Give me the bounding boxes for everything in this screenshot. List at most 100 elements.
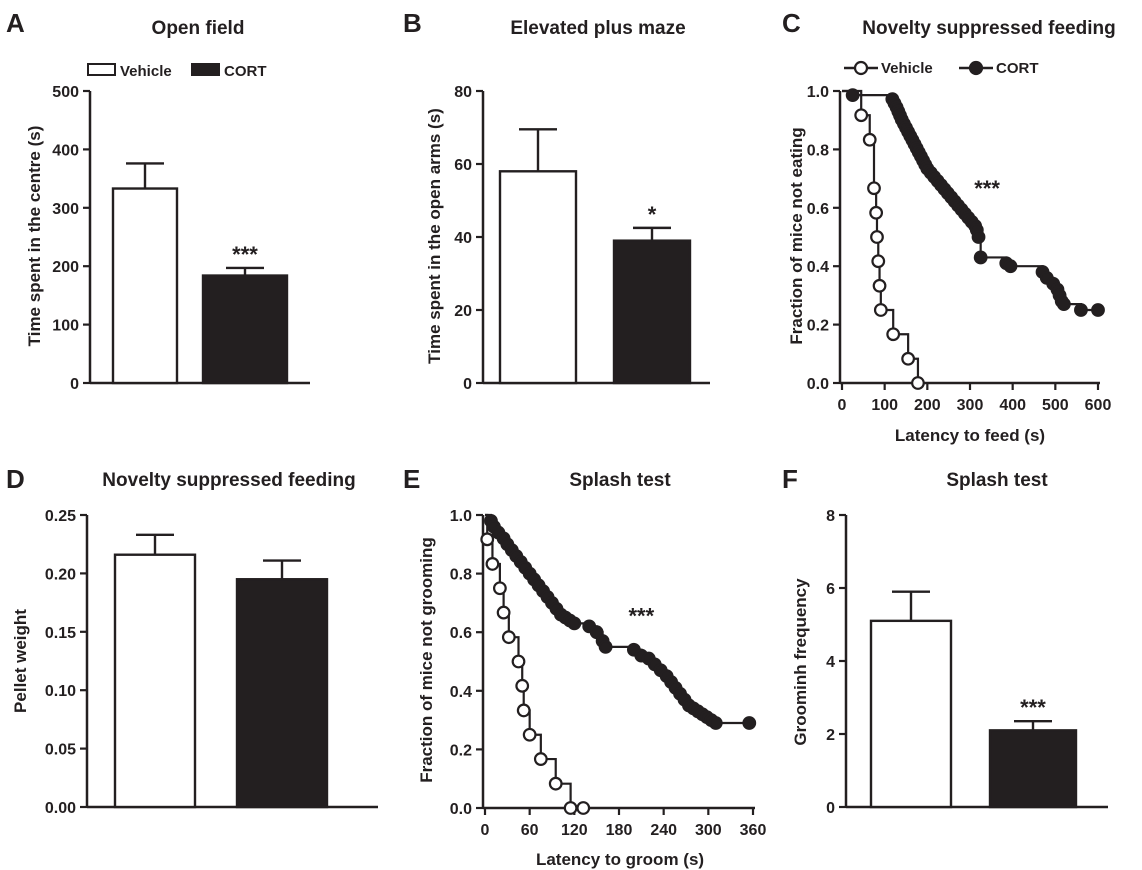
- panel-label-a: A: [6, 8, 25, 38]
- x-axis-label-e: Latency to groom (s): [536, 850, 704, 869]
- x-tick-label-c: 200: [914, 397, 941, 414]
- y-axis-label-a: Time spent in the centre (s): [25, 126, 44, 347]
- y-tick-label-f: 6: [826, 581, 835, 598]
- data-point-e-vehicle: [511, 654, 526, 669]
- data-point-c-vehicle: [854, 108, 869, 123]
- data-point-c-cort: [845, 88, 860, 102]
- y-axis-label-e: Fraction of mice not grooming: [417, 537, 436, 783]
- bar-f-vehicle: [869, 619, 953, 809]
- significance-mark-a: ***: [232, 242, 258, 267]
- legend-swatch-cort: [191, 63, 220, 76]
- y-tick-label-a: 100: [52, 318, 79, 335]
- y-axis-label-f: Groominh frequency: [791, 578, 810, 746]
- y-tick-label-d: 0.15: [45, 625, 76, 642]
- data-point-e-vehicle: [485, 557, 500, 571]
- y-tick-label-b: 20: [454, 303, 472, 320]
- y-tick-label-f: 0: [826, 800, 835, 817]
- y-tick-label-c: 0.2: [807, 318, 829, 335]
- data-point-c-cort: [973, 250, 988, 265]
- data-point-c-vehicle: [872, 278, 887, 293]
- chart-title-e: Splash test: [569, 470, 671, 491]
- y-tick-label-a: 400: [52, 142, 79, 159]
- chart-title-d: Novelty suppressed feeding: [102, 470, 355, 491]
- data-point-c-cort: [1003, 259, 1018, 274]
- y-tick-label-e: 0.0: [450, 801, 472, 818]
- y-tick-label-d: 0.25: [45, 508, 76, 525]
- y-tick-label-c: 0.6: [807, 201, 829, 218]
- x-tick-label-c: 600: [1085, 397, 1112, 414]
- data-point-e-cort: [567, 616, 582, 631]
- legend-label-cort: CORT: [224, 63, 267, 80]
- data-point-e-vehicle: [548, 776, 563, 791]
- x-tick-label-c: 100: [871, 397, 898, 414]
- x-tick-label-c: 500: [1042, 397, 1069, 414]
- legend-swatch-vehicle: [87, 63, 116, 76]
- y-axis-label-c: Fraction of mice not eating: [787, 127, 806, 344]
- chart-title-f: Splash test: [946, 470, 1048, 491]
- x-tick-label-c: 400: [999, 397, 1026, 414]
- panel-f-grooming-frequency: F Splash test Groominh frequency 0 2 4 6 8 **…: [782, 464, 1108, 817]
- legend-label-cort-c: CORT: [996, 60, 1039, 77]
- y-tick-label-e: 1.0: [450, 508, 472, 525]
- y-tick-label-a: 200: [52, 259, 79, 276]
- y-tick-label-c: 1.0: [807, 84, 829, 101]
- legend-label-vehicle: Vehicle: [120, 63, 172, 80]
- data-point-c-vehicle: [871, 254, 886, 269]
- data-point-e-vehicle: [576, 801, 591, 815]
- panel-label-c: C: [782, 8, 801, 38]
- panel-label-e: E: [403, 464, 420, 494]
- y-tick-label-c: 0.0: [807, 376, 829, 393]
- data-point-c-cort: [1056, 297, 1071, 312]
- legend-marker-vehicle: [853, 60, 869, 76]
- y-tick-label-b: 0: [463, 376, 472, 393]
- y-tick-label-d: 0.10: [45, 683, 76, 700]
- bar-f-cort: [988, 729, 1078, 809]
- legend-marker-cort: [968, 60, 984, 76]
- panel-label-d: D: [6, 464, 25, 494]
- data-point-c-cort: [1074, 303, 1088, 317]
- y-tick-label-b: 60: [454, 157, 472, 174]
- bar-b-cort: [612, 239, 692, 385]
- x-tick-label-e: 240: [650, 822, 677, 839]
- y-tick-label-a: 500: [52, 84, 79, 101]
- data-point-e-vehicle: [496, 605, 511, 620]
- data-point-c-vehicle: [869, 205, 884, 220]
- x-tick-label-e: 360: [740, 822, 767, 839]
- data-point-c-cort: [1091, 303, 1105, 317]
- bar-d-vehicle: [113, 553, 197, 809]
- x-tick-label-e: 0: [481, 822, 490, 839]
- data-point-e-vehicle: [533, 752, 548, 766]
- panel-c-novelty-suppressed-feeding: C Novelty suppressed feeding Vehicle COR…: [782, 8, 1116, 445]
- y-tick-label-d: 0.00: [45, 800, 76, 817]
- x-tick-label-c: 300: [957, 397, 984, 414]
- data-point-e-cort: [742, 716, 757, 730]
- y-tick-label-e: 0.6: [450, 625, 472, 642]
- y-tick-label-e: 0.4: [450, 684, 472, 701]
- data-point-c-vehicle: [873, 303, 888, 317]
- y-axis-label-d: Pellet weight: [11, 609, 30, 713]
- data-point-e-cort: [708, 716, 723, 730]
- survival-line-e-vehicle: [485, 513, 584, 810]
- data-point-c-vehicle: [870, 230, 884, 244]
- y-tick-label-e: 0.2: [450, 742, 472, 759]
- legend-lines: Vehicle CORT: [844, 60, 1039, 77]
- y-tick-label-d: 0.05: [45, 742, 76, 759]
- y-tick-label-b: 80: [454, 84, 472, 101]
- data-point-c-vehicle: [911, 376, 925, 390]
- bar-b-vehicle: [498, 170, 578, 385]
- y-tick-label-d: 0.20: [45, 566, 76, 583]
- significance-mark-e: ***: [628, 603, 654, 628]
- x-tick-label-e: 300: [695, 822, 722, 839]
- panel-d-pellet-weight: D Novelty suppressed feeding Pellet weig…: [6, 464, 378, 817]
- x-tick-label-e: 120: [561, 822, 588, 839]
- y-tick-label-a: 300: [52, 201, 79, 218]
- data-point-c-vehicle: [886, 327, 901, 342]
- y-tick-label-c: 0.4: [807, 259, 829, 276]
- data-point-c-vehicle: [862, 132, 877, 147]
- y-tick-label-a: 0: [70, 376, 79, 393]
- panel-label-b: B: [403, 8, 422, 38]
- panel-b-elevated-plus-maze: B Elevated plus maze Time spent in the o…: [403, 8, 710, 393]
- bar-a-vehicle: [111, 187, 179, 385]
- significance-mark-b: *: [648, 202, 657, 227]
- data-point-c-vehicle: [901, 351, 916, 366]
